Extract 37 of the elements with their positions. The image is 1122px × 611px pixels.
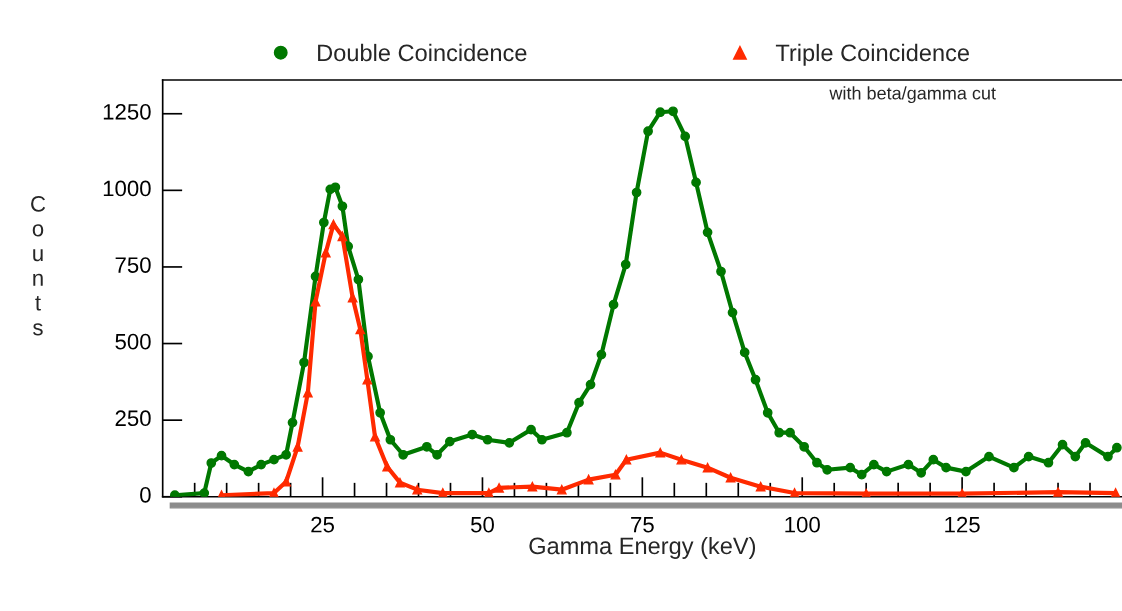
x-tick-label: 100 <box>785 516 820 533</box>
point <box>755 481 766 492</box>
y-tick-label: 1250 <box>103 103 151 120</box>
point <box>337 231 348 242</box>
point <box>725 472 736 483</box>
y-tick-label: 750 <box>115 257 151 273</box>
point <box>395 477 405 488</box>
point <box>655 447 666 458</box>
y-axis-title: Counts <box>31 195 46 336</box>
y-tick-label: 500 <box>115 333 151 350</box>
point <box>412 484 423 495</box>
point <box>527 481 538 492</box>
x-axis-title: Gamma Energy (keV) <box>529 536 756 559</box>
y-tick-label: 1000 <box>103 180 151 197</box>
x-tick-label: 75 <box>631 517 654 533</box>
point <box>355 324 366 335</box>
point <box>556 484 567 495</box>
point <box>310 296 321 307</box>
point <box>494 482 504 493</box>
x-tick-label: 50 <box>470 516 494 533</box>
x-tick-label: 125 <box>945 516 980 533</box>
point <box>583 474 594 485</box>
legend-label: Triple Coincidence <box>775 43 969 66</box>
point <box>281 476 291 487</box>
point <box>676 454 687 465</box>
point <box>702 462 713 473</box>
legend-label: Double Coincidence <box>318 43 527 62</box>
point <box>328 219 339 230</box>
annotation: with beta/gamma cut <box>829 86 996 104</box>
point <box>610 469 621 480</box>
x-tick-label: 25 <box>311 516 334 533</box>
point <box>382 461 393 472</box>
y-tick-label: 250 <box>115 410 151 427</box>
point <box>621 454 632 465</box>
y-tick-label: 0 <box>140 486 151 503</box>
point <box>320 247 331 258</box>
point <box>292 441 303 452</box>
